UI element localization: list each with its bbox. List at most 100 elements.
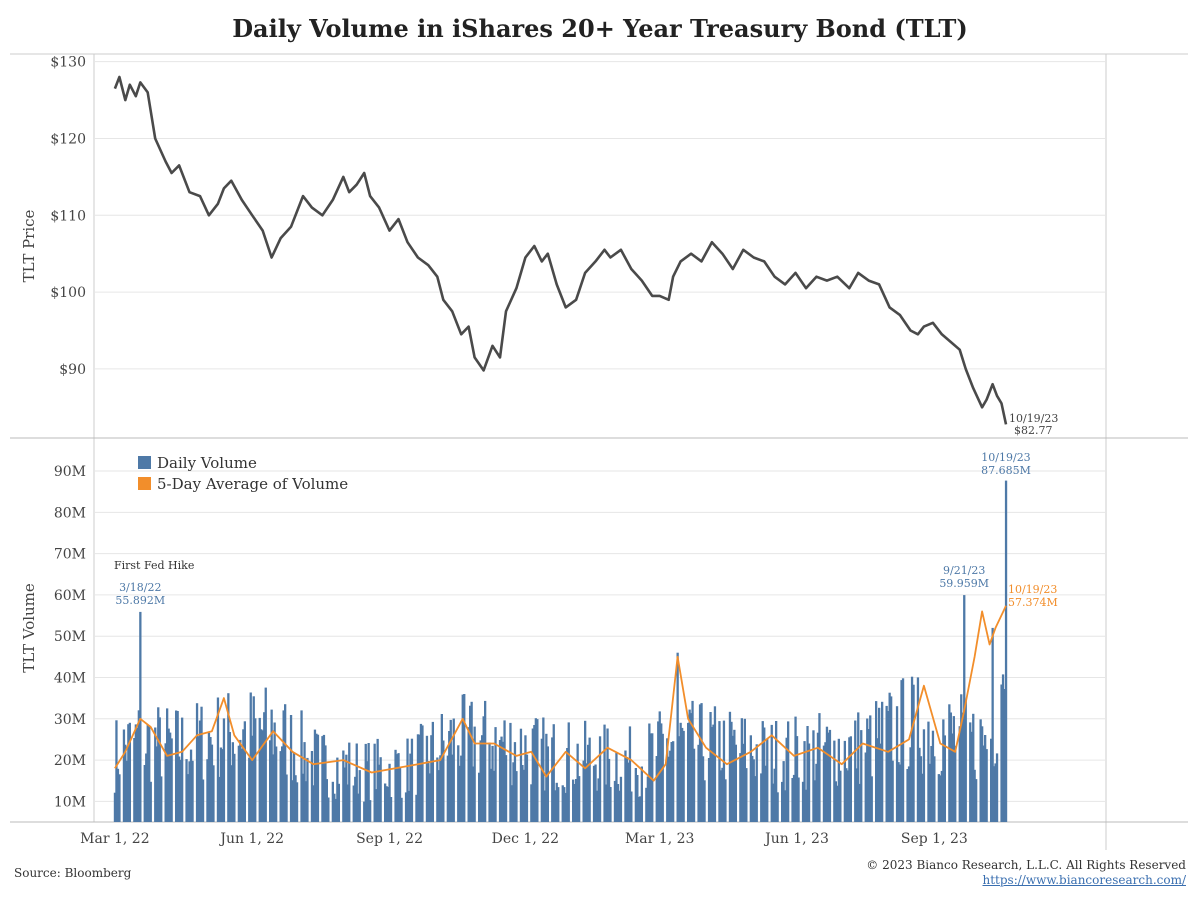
volume-bar [681,727,684,822]
volume-bar [618,790,621,822]
volume-bar [415,794,418,822]
volume-bar [952,716,955,822]
volume-bar [713,706,717,822]
volume-bar [897,762,900,822]
volume-bar [143,765,146,822]
volume-bar [145,753,148,822]
volume-bar [837,738,840,822]
volume-bar [324,745,327,822]
volume-bar [787,721,790,822]
volume-bar [273,722,276,822]
price-tick-label: $130 [50,55,86,71]
volume-bar [979,719,982,822]
volume-bar [942,719,945,822]
volume-bar [709,712,712,822]
volume-bar [228,732,231,822]
volume-bar [772,783,775,822]
volume-bar [848,737,851,822]
volume-bar [188,761,191,822]
volume-bar [436,757,439,822]
volume-bar [373,743,376,822]
volume-bar [864,752,867,822]
volume-bar [782,761,785,822]
website-link[interactable]: https://www.biancoresearch.com/ [982,873,1186,887]
volume-bar [666,738,669,822]
volume-bar [954,745,957,822]
volume-bar [948,704,951,822]
volume-bar [930,746,933,822]
x-tick-label: Sep 1, 23 [901,831,968,847]
volume-bar [670,742,673,822]
volume-bar [937,774,940,822]
volume-bar [363,801,366,822]
volume-bar [289,715,293,822]
volume-bar [237,745,240,822]
volume-bar [982,745,985,822]
volume-bar [366,761,369,822]
volume-bar [295,782,299,822]
volume-bar [921,773,924,822]
legend-swatch-avg-volume [138,477,151,490]
volume-tick-label: 40M [54,670,86,686]
volume-bar [197,736,200,822]
volume-bar [400,797,403,822]
volume-bar [133,738,136,822]
volume-bar [597,778,600,822]
volume-bar [334,798,337,822]
volume-bar [345,754,348,822]
volume-bar [407,790,411,822]
volume-bar [637,796,640,822]
legend: Daily Volume 5-Day Average of Volume [138,454,348,493]
volume-bar [231,742,234,822]
volume-bar [118,774,121,822]
volume-bar [791,778,794,822]
volume-bar [134,724,137,822]
volume-bar [616,784,620,822]
volume-tick-label: 90M [54,464,86,480]
volume-bar [552,724,555,822]
volume-bar [1003,689,1006,822]
volume-bar [901,678,905,822]
volume-bar [975,779,978,822]
volume-bar [563,787,566,822]
volume-bar [148,725,151,822]
price-tick-label: $100 [50,285,86,301]
volume-bar [875,701,878,822]
volume-bar [463,694,466,822]
volume-bar [760,773,763,822]
volume-bar [973,769,976,822]
volume-bar [342,750,345,822]
volume-bar [803,741,806,822]
volume-tick-label: 20M [54,753,86,769]
price-line [113,75,1008,425]
volume-bar [743,718,746,822]
volume-bar [551,737,554,822]
volume-bar [185,759,188,822]
volume-bar [472,766,475,822]
volume-bar [125,760,128,822]
volume-bar [995,753,999,822]
volume-bar [209,737,212,822]
volume-bar [667,756,670,822]
volume-bar [200,706,203,822]
volume-bar [418,734,421,822]
volume-bar [449,719,452,822]
volume-bar [895,706,899,822]
volume-bar [358,770,361,822]
volume-bar [170,738,173,822]
volume-bar [282,710,285,822]
volume-bar [333,793,336,822]
volume-bar [682,730,685,822]
volume-bar [534,718,537,822]
volume-bar [922,729,926,822]
volume-bar [531,728,534,822]
volume-bar [697,744,700,822]
volume-bar [210,744,214,822]
volume-bar [384,783,387,822]
volume-bar [827,732,830,822]
volume-bar [888,692,891,822]
volume-bar [509,722,512,822]
volume-bar [439,755,442,822]
volume-bar [604,784,608,822]
